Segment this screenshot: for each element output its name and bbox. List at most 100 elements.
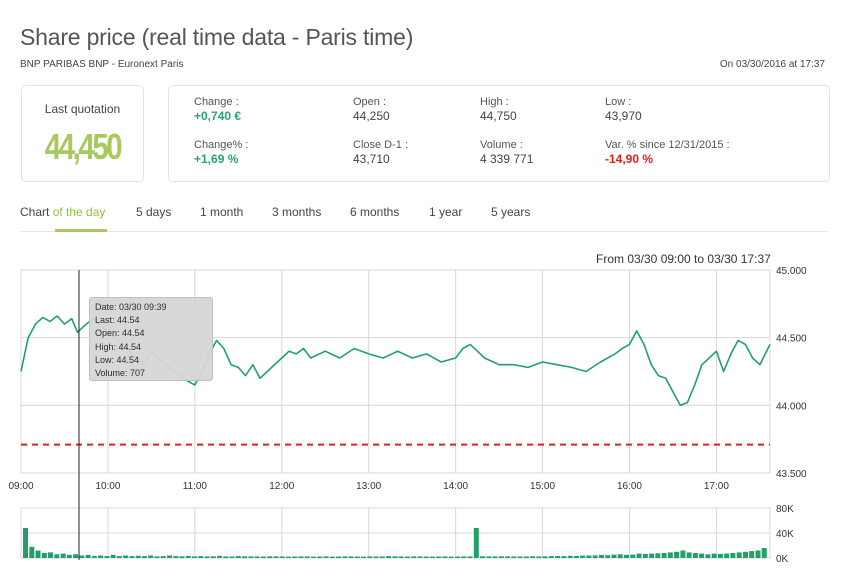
volume-bar <box>755 550 761 558</box>
stat-var-since-value: -14,90 % <box>605 152 654 166</box>
volume-bar <box>79 555 85 558</box>
x-tick-label: 12:00 <box>269 481 294 492</box>
volume-bar <box>749 551 755 558</box>
chart-range-label: From 03/30 09:00 to 03/30 17:37 <box>596 252 771 266</box>
tab-3-months[interactable]: 3 months <box>272 205 322 219</box>
stat-low: Low : 43,970 <box>605 96 642 123</box>
volume-bar <box>23 528 28 558</box>
tab-1-year[interactable]: 1 year <box>429 205 463 219</box>
volume-bar <box>573 556 579 558</box>
volume-bar <box>630 554 636 558</box>
volume-bar <box>148 555 154 558</box>
tab-6-months[interactable]: 6 months <box>350 205 400 219</box>
volume-bar <box>467 556 473 558</box>
tooltip-date: Date: 03/30 09:39 <box>95 302 167 312</box>
volume-bar <box>404 556 410 558</box>
stat-var-since-label: Var. % since 12/31/2015 : <box>605 139 730 151</box>
volume-bar <box>273 556 279 558</box>
volume-bar <box>717 553 723 558</box>
stat-high: High : 44,750 <box>480 96 517 123</box>
tooltip-volume: Volume: 707 <box>95 368 146 379</box>
volume-bar <box>498 556 504 558</box>
volume-bar <box>48 552 53 558</box>
x-tick-labels: 09:00 10:00 11:00 12:00 13:00 14:00 15:00 16:00… <box>8 481 729 492</box>
volume-bar <box>361 556 367 558</box>
volume-bar <box>154 556 160 558</box>
volume-bar <box>586 555 592 558</box>
stat-var-since: Var. % since 12/31/2015 : -14,90 % <box>605 139 730 166</box>
volume-bar <box>354 556 360 558</box>
volume-bar <box>323 556 329 558</box>
volume-bar <box>699 553 705 558</box>
volume-bar <box>548 556 554 558</box>
stat-change-label: Change : <box>194 96 239 108</box>
x-tick-label: 13:00 <box>356 481 381 492</box>
volume-bar <box>235 556 241 558</box>
x-tick-label: 17:00 <box>704 481 729 492</box>
volume-bar <box>248 556 254 558</box>
volume-y-tick-label: 40K <box>776 529 794 540</box>
volume-bar <box>505 556 511 558</box>
volume-bar <box>480 556 485 559</box>
volume-bar <box>167 555 172 558</box>
volume-bar <box>461 556 467 558</box>
volume-bar <box>617 554 623 559</box>
y-tick-label: 43.500 <box>776 469 807 480</box>
volume-bar <box>680 550 686 558</box>
volume-bar <box>743 551 748 559</box>
volume-bar <box>730 553 736 558</box>
volume-bar <box>530 556 536 558</box>
volume-bar <box>173 556 179 558</box>
volume-bar <box>561 556 567 558</box>
volume-bar <box>285 556 291 558</box>
volume-bar <box>73 554 79 559</box>
stat-close-d1-value: 43,710 <box>353 152 390 166</box>
volume-bar <box>217 555 223 558</box>
volume-bar <box>736 552 742 558</box>
volume-bar <box>179 556 185 559</box>
volume-bar <box>592 555 598 558</box>
x-tick-label: 15:00 <box>530 481 555 492</box>
volume-bar <box>229 556 235 558</box>
volume-bar <box>423 556 429 558</box>
x-tick-label: 09:00 <box>8 481 33 492</box>
volume-y-tick-label: 0K <box>776 554 789 565</box>
volume-bar <box>85 554 91 558</box>
volume-bars-group <box>23 528 767 559</box>
tab-day[interactable]: Chart of the day <box>20 205 105 219</box>
volume-bar <box>655 553 661 558</box>
tab-5-days[interactable]: 5 days <box>136 205 172 219</box>
active-tab-underline <box>55 229 107 232</box>
volume-bar <box>724 553 730 558</box>
volume-bar <box>160 556 166 558</box>
stat-open-label: Open : <box>353 96 387 108</box>
stat-change: Change : +0,740 € <box>194 96 241 123</box>
volume-bar <box>185 556 191 558</box>
stat-close-d1-label: Close D-1 : <box>353 139 409 151</box>
volume-bar <box>473 528 479 558</box>
tooltip-last: Last: 44.54 <box>95 315 140 326</box>
x-tick-label: 14:00 <box>443 481 468 492</box>
volume-bar <box>135 555 141 558</box>
volume-bar <box>110 554 116 558</box>
stat-volume: Volume : 4 339 771 <box>480 139 533 166</box>
stats-card: Change : +0,740 € Change% : +1,69 % Open… <box>168 85 830 182</box>
volume-bar <box>104 556 110 558</box>
stat-change-pct: Change% : +1,69 % <box>194 139 248 166</box>
tab-1-month[interactable]: 1 month <box>200 205 244 219</box>
stock-subtitle: BNP PARIBAS BNP - Euronext Paris <box>20 59 184 70</box>
volume-bar <box>242 556 248 559</box>
x-tick-label: 16:00 <box>617 481 642 492</box>
tab-day-prefix: Chart <box>20 205 53 219</box>
volume-bar <box>329 556 335 558</box>
tabs-divider <box>20 231 828 232</box>
volume-bar <box>292 556 298 558</box>
volume-bar <box>599 554 604 558</box>
tab-5-years[interactable]: 5 years <box>491 205 531 219</box>
volume-bar <box>267 556 273 559</box>
y-tick-label: 45.000 <box>776 266 807 277</box>
volume-bar <box>279 556 285 558</box>
volume-bar <box>661 553 667 558</box>
volume-bar <box>192 556 197 558</box>
